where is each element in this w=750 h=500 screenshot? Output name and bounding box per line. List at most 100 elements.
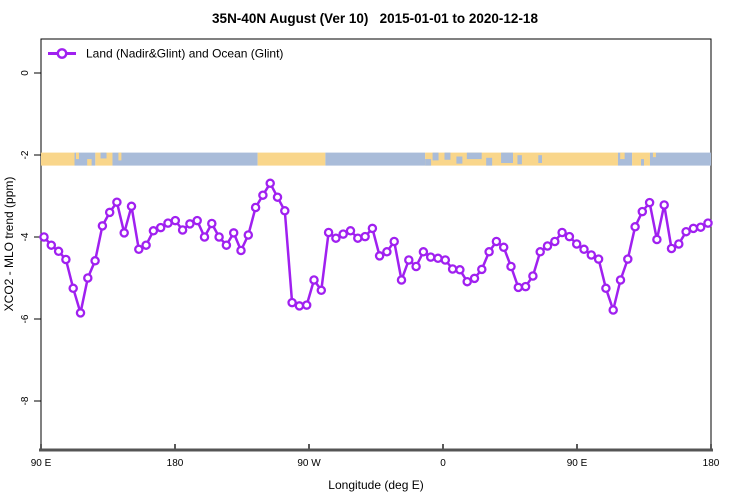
data-point-marker — [177, 225, 188, 235]
data-point-marker — [506, 261, 516, 272]
band-segment-ocean — [617, 152, 633, 166]
data-point-marker — [258, 190, 268, 200]
x-tick-label: 180 — [703, 458, 720, 469]
data-point-marker — [221, 240, 232, 250]
band-patch-ocean — [517, 155, 522, 165]
data-point-marker — [440, 255, 451, 265]
data-point-marker — [353, 233, 363, 243]
band-patch-land — [620, 152, 625, 160]
chart-title: 35N-40N August (Ver 10) 2015-01-01 to 20… — [212, 11, 538, 26]
data-point-marker — [382, 247, 392, 257]
data-point-marker — [301, 300, 312, 310]
data-point-marker — [491, 236, 502, 247]
band-segment-ocean — [649, 152, 711, 166]
band-patch-ocean — [432, 152, 439, 161]
y-tick-label: -4 — [20, 232, 31, 241]
data-point-marker — [287, 297, 297, 308]
axis-ticks: 90 E 180 90 W 0 90 E 180 0 -2 -4 -6 -8 — [20, 70, 720, 469]
data-point-marker — [185, 219, 195, 229]
data-point-marker — [46, 240, 57, 250]
data-point-marker — [119, 228, 129, 238]
data-point-marker — [623, 254, 633, 264]
data-point-marker — [250, 202, 261, 213]
data-point-marker — [695, 222, 706, 232]
data-point-marker — [134, 244, 144, 255]
x-tick-label: 90 E — [567, 458, 588, 469]
data-point-marker — [360, 231, 370, 242]
data-point-marker — [323, 227, 334, 238]
x-tick-label: 90 E — [31, 458, 52, 469]
data-point-marker — [637, 206, 648, 217]
band-patch-ocean — [466, 152, 482, 160]
data-point-marker — [90, 256, 100, 266]
data-point-marker — [163, 218, 173, 228]
data-point-marker — [477, 264, 487, 275]
data-point-marker — [528, 271, 538, 281]
data-point-marker — [425, 252, 436, 262]
data-point-marker — [513, 282, 524, 293]
data-point-marker — [469, 273, 480, 284]
band-patch-land — [118, 152, 122, 161]
x-tick-label: 180 — [167, 458, 184, 469]
band-segment-ocean — [112, 152, 258, 166]
data-point-marker — [75, 308, 86, 318]
band-segment-land — [257, 152, 326, 166]
data-point-marker — [630, 222, 640, 232]
data-point-marker — [396, 275, 407, 285]
data-point-marker — [294, 301, 305, 311]
band-patch-ocean — [456, 156, 463, 164]
data-point-marker — [447, 264, 458, 274]
data-point-marker — [199, 232, 210, 242]
data-point-marker — [593, 254, 604, 264]
data-point-marker — [571, 239, 582, 249]
data-point-marker — [236, 245, 246, 256]
data-point-marker — [404, 255, 414, 265]
data-point-marker — [207, 218, 217, 229]
data-point-marker — [542, 241, 553, 251]
data-point-marker — [170, 215, 181, 226]
data-point-marker — [564, 231, 575, 242]
band-patch-land — [75, 152, 79, 160]
data-point-marker — [316, 285, 327, 296]
band-patch-land — [87, 159, 92, 166]
data-point-marker — [455, 265, 465, 275]
data-point-marker — [83, 273, 93, 283]
band-patch-ocean — [444, 152, 451, 160]
data-point-marker — [155, 222, 166, 233]
data-point-marker — [433, 253, 443, 264]
data-series — [39, 178, 713, 318]
data-point-marker — [61, 254, 71, 265]
band-patch-ocean — [538, 155, 543, 163]
y-tick-label: -2 — [20, 150, 31, 159]
data-point-marker — [214, 232, 224, 242]
y-tick-label: -6 — [20, 314, 31, 323]
band-segment-land — [95, 152, 113, 166]
data-point-marker — [389, 236, 399, 247]
legend-circle-marker — [56, 48, 68, 59]
data-point-marker — [484, 247, 494, 257]
data-point-marker — [557, 227, 567, 238]
data-point-marker — [659, 200, 669, 210]
y-axis-title: XCO2 - MLO trend (ppm) — [2, 177, 16, 312]
data-point-marker — [192, 215, 202, 226]
data-point-marker — [411, 261, 421, 272]
x-tick-label: 0 — [440, 458, 446, 469]
data-point-marker — [148, 226, 159, 236]
legend: Land (Nadir&Glint) and Ocean (Glint) — [48, 47, 283, 61]
data-point-marker — [681, 226, 691, 237]
data-point-marker — [615, 275, 626, 285]
data-point-marker — [666, 243, 677, 254]
data-point-marker — [112, 197, 122, 207]
data-point-marker — [39, 232, 49, 242]
data-point-marker — [53, 246, 64, 257]
data-point-marker — [331, 233, 341, 243]
data-point-marker — [265, 178, 275, 189]
data-point-marker — [345, 226, 356, 236]
band-patch-ocean — [100, 152, 107, 159]
x-tick-label: 90 W — [297, 458, 321, 469]
data-point-marker — [374, 251, 385, 261]
data-point-marker — [68, 283, 78, 294]
data-point-marker — [674, 239, 684, 249]
data-point-marker — [688, 223, 699, 234]
